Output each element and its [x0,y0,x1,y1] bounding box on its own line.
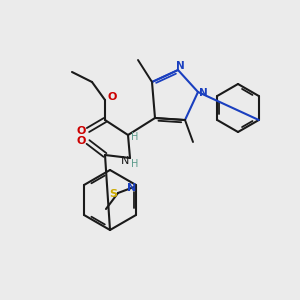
Text: N: N [128,183,136,193]
Text: O: O [76,126,86,136]
Text: O: O [76,136,86,146]
Text: O: O [107,92,117,102]
Text: N: N [176,61,184,71]
Text: H: H [131,132,139,142]
Text: H: H [131,159,139,169]
Text: N: N [199,88,207,98]
Text: N: N [121,156,129,166]
Text: S: S [109,189,117,199]
